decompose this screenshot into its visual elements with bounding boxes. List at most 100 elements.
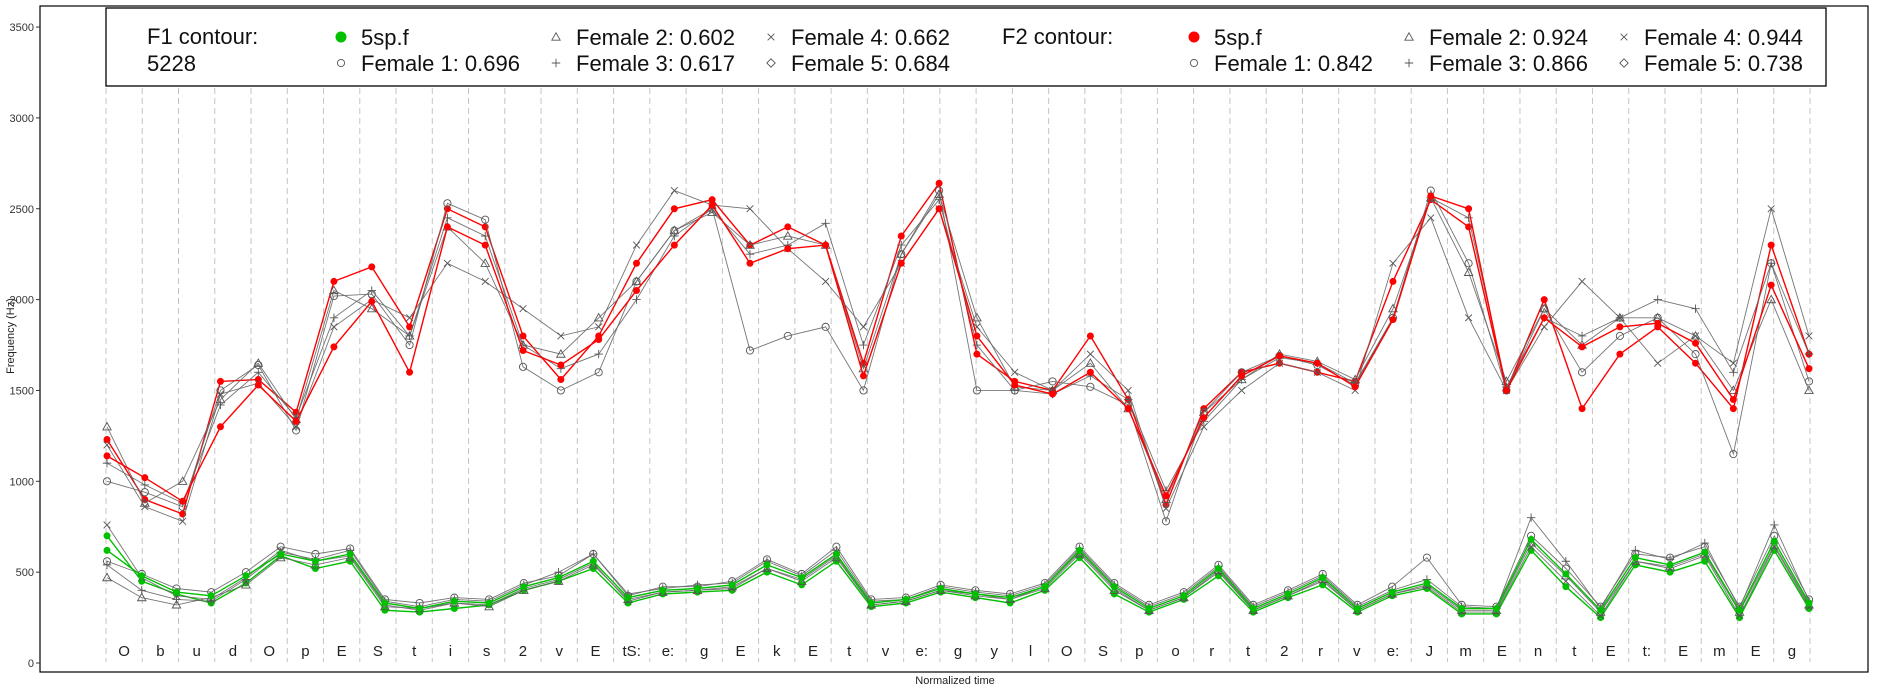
f2-point xyxy=(1162,504,1170,513)
segment-label: v xyxy=(1353,643,1361,660)
f1-point xyxy=(240,579,251,589)
segment-grid xyxy=(105,8,1811,662)
f2-point xyxy=(896,249,907,258)
f1-main-point xyxy=(1562,570,1570,578)
f2-point xyxy=(1463,267,1474,276)
f2-point xyxy=(177,476,188,485)
f2-point xyxy=(557,376,565,384)
f2-main-point xyxy=(1540,314,1548,322)
f1-main-point xyxy=(1249,604,1257,612)
f2-point xyxy=(1804,349,1814,359)
f1-point xyxy=(103,532,111,540)
f1-main-point xyxy=(485,599,493,607)
f2-point xyxy=(821,322,830,331)
segment-label: v xyxy=(882,643,890,660)
f1-point xyxy=(137,586,146,595)
f2-line xyxy=(106,193,1810,504)
f2-main-point xyxy=(1465,205,1473,213)
f2-point xyxy=(481,277,489,286)
f2-point xyxy=(481,231,490,241)
f1-main-point xyxy=(242,572,250,580)
segment-label: t xyxy=(1572,643,1577,660)
f2-point xyxy=(1578,277,1586,286)
segment-label: E xyxy=(735,643,745,660)
f2-main-point xyxy=(784,245,792,253)
f1-main-point xyxy=(1666,561,1674,569)
f1-point xyxy=(103,521,111,529)
f1-legend-label: Female 1: 0.696 xyxy=(361,51,520,76)
f1-point xyxy=(102,560,112,570)
f2-point xyxy=(973,350,981,358)
f2-point xyxy=(1729,405,1737,413)
f2-main-point xyxy=(1162,492,1170,500)
f2-point xyxy=(518,362,528,371)
f1-legend-label: Female 2: 0.602 xyxy=(576,25,735,50)
segment-label: E xyxy=(808,643,818,660)
f2-main-point xyxy=(1011,381,1019,389)
f2-point xyxy=(859,323,868,331)
f1-main-point xyxy=(520,583,528,591)
f2-point xyxy=(292,423,300,431)
f2-point xyxy=(1578,405,1586,413)
f1-legend-label: Female 4: 0.662 xyxy=(791,25,950,50)
segment-label: v xyxy=(555,643,563,660)
f2-point xyxy=(1389,277,1397,285)
y-tick-label: 500 xyxy=(16,567,34,579)
f2-legend-label: Female 1: 0.842 xyxy=(1214,51,1373,76)
segment-label: r xyxy=(1318,643,1323,660)
f1-legend-label: Female 3: 0.617 xyxy=(576,51,735,76)
f2-main-point xyxy=(141,474,149,482)
f1-point xyxy=(484,601,495,611)
f2-point xyxy=(1729,359,1738,367)
f1-main-point xyxy=(311,557,319,565)
f2-point xyxy=(405,314,414,322)
f2-point xyxy=(631,276,642,286)
f2-point xyxy=(632,295,641,304)
plot-frame xyxy=(39,5,1869,673)
segment-label: E xyxy=(1497,643,1507,660)
f2-point xyxy=(1691,350,1700,359)
f2-point xyxy=(1729,449,1738,459)
f1-main-point xyxy=(798,574,806,582)
legend-box xyxy=(105,7,1827,87)
f2-main-point xyxy=(481,241,489,249)
f2-main-point xyxy=(103,452,111,460)
f2-point xyxy=(972,386,981,395)
f1-point xyxy=(1526,513,1536,522)
y-axis: 0 500 1000 1500 2000 2500 3000 3500 xyxy=(10,22,40,670)
segment-label: S xyxy=(373,643,383,660)
segment-label: b xyxy=(156,643,164,660)
f1-main-point xyxy=(1110,583,1118,591)
segment-label: l xyxy=(1029,643,1032,660)
segment-label: tS: xyxy=(623,643,641,660)
f2-point xyxy=(897,240,906,250)
f1-point xyxy=(1561,557,1571,566)
segment-label: u xyxy=(192,643,200,660)
f2-point xyxy=(1540,296,1548,304)
f1-main-point xyxy=(1180,592,1188,600)
f2-main-point xyxy=(254,381,262,389)
f1-main-point xyxy=(693,585,701,593)
f1-legend-marker xyxy=(335,31,347,43)
segment-label: t: xyxy=(1643,643,1651,660)
f2-point xyxy=(1161,517,1171,526)
f2-point xyxy=(784,223,792,231)
y-axis-title: Frequency (Hz) xyxy=(5,298,17,374)
legend-f1-heading: F1 contour: xyxy=(147,24,258,49)
f2-point xyxy=(593,312,604,322)
f2-point xyxy=(632,241,641,249)
f1-point xyxy=(553,576,564,585)
f2-point xyxy=(480,258,491,267)
f2-point xyxy=(1464,314,1473,322)
f2-point xyxy=(1804,385,1814,395)
series-layer xyxy=(102,179,1814,622)
f2-point xyxy=(1387,303,1398,313)
f1-point xyxy=(1770,520,1779,530)
f2-point xyxy=(1616,314,1624,322)
f1-main-point xyxy=(416,604,424,612)
f2-point xyxy=(821,277,830,286)
f2-point xyxy=(481,215,490,224)
f2-point xyxy=(670,205,678,213)
